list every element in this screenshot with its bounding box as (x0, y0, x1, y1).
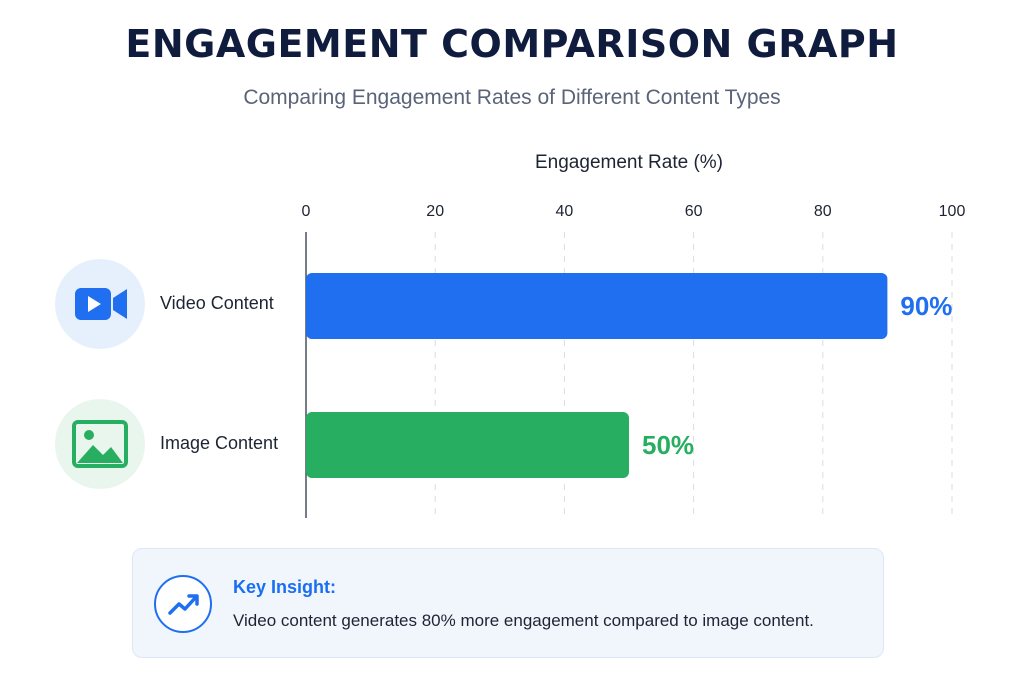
bar-image (306, 412, 629, 478)
x-tick-label: 0 (302, 203, 311, 220)
x-tick-label: 100 (939, 203, 966, 220)
insight-text: Video content generates 80% more engagem… (233, 611, 814, 630)
insight-title: Key Insight: (233, 577, 337, 597)
video-camera-icon (75, 288, 127, 320)
category-label-image: Image Content (160, 433, 279, 453)
x-tick-label: 80 (814, 203, 832, 220)
category-label-video: Video Content (160, 293, 274, 313)
x-tick-label: 20 (426, 203, 444, 220)
key-insight-box: Key Insight: Video content generates 80%… (132, 548, 884, 658)
bar-video (306, 273, 888, 339)
image-icon (72, 420, 128, 468)
x-tick-label: 60 (685, 203, 703, 220)
video-icon-circle (55, 259, 145, 349)
x-tick-label: 40 (556, 203, 574, 220)
image-icon-circle (55, 399, 145, 489)
data-label: 90% (900, 291, 952, 321)
chart-subtitle: Comparing Engagement Rates of Different … (243, 86, 781, 109)
trending-up-icon (154, 575, 212, 633)
bar-chart: 0 20 40 60 80 100 90% 50% (302, 203, 966, 518)
chart-title: ENGAGEMENT COMPARISON GRAPH (125, 22, 899, 66)
data-label: 50% (642, 430, 694, 460)
x-axis-title: Engagement Rate (%) (535, 152, 723, 173)
